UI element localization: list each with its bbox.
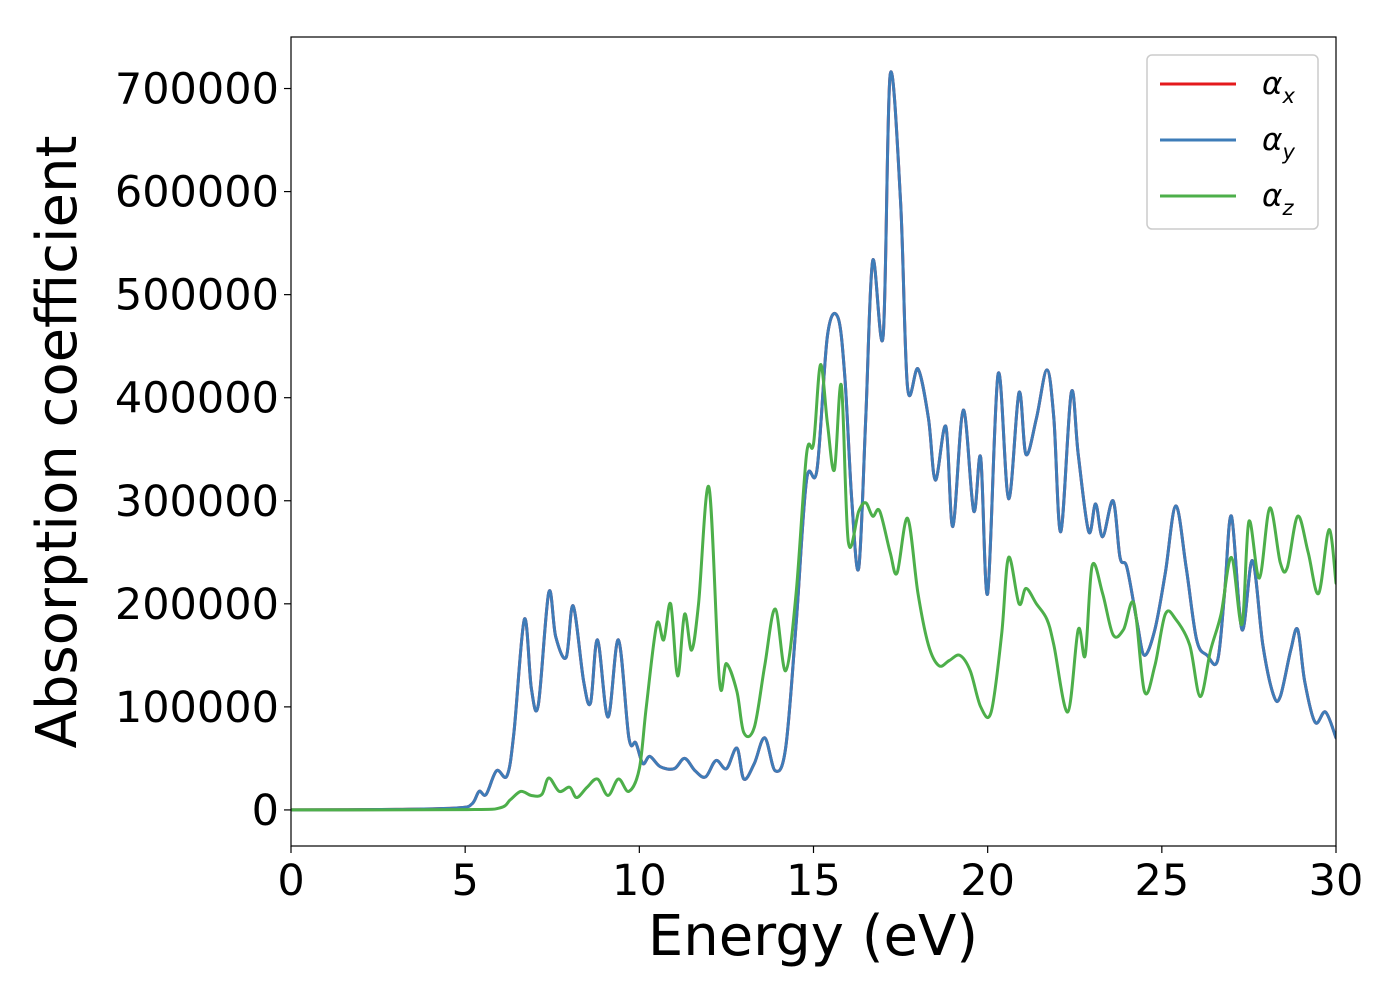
y-tick-label: 200000 — [115, 580, 279, 630]
series-line-y — [291, 70, 1336, 812]
legend-label-symbol: α — [1262, 122, 1282, 158]
y-tick-label: 600000 — [115, 168, 279, 218]
x-tick-label: 30 — [1309, 856, 1364, 906]
series-line-z — [291, 363, 1336, 812]
legend-label-symbol: α — [1262, 66, 1282, 102]
legend-box — [1146, 54, 1319, 230]
y-tick-label: 500000 — [115, 271, 279, 321]
series-layer — [291, 70, 1336, 812]
legend-label-symbol: α — [1262, 178, 1282, 214]
y-tick-label: 100000 — [115, 683, 279, 733]
x-tick-label: 25 — [1134, 856, 1189, 906]
x-axis-label: Energy (eV) — [648, 904, 978, 969]
y-tick-label: 0 — [252, 786, 279, 836]
y-tick-label: 400000 — [115, 374, 279, 424]
x-tick-label: 20 — [960, 856, 1015, 906]
x-tick-label: 15 — [786, 856, 841, 906]
legend-label-y: αy — [1262, 122, 1295, 164]
legend-label-x: αx — [1262, 66, 1295, 108]
legend-label-subscript: x — [1281, 84, 1295, 108]
y-tick-label: 700000 — [115, 65, 279, 115]
y-tick-label: 300000 — [115, 477, 279, 527]
x-axis: 0 5 10 15 20 25 30 — [277, 846, 1363, 906]
y-axis: 0 100000 200000 300000 400000 500000 600000 700… — [115, 65, 291, 836]
y-axis-label: Absorption coefficient — [25, 136, 90, 749]
x-tick-label: 0 — [277, 856, 304, 906]
legend-label-z: αz — [1262, 178, 1294, 220]
x-tick-label: 5 — [451, 856, 478, 906]
x-tick-label: 10 — [612, 856, 667, 906]
legend-label-subscript: z — [1281, 196, 1294, 220]
legend-label-subscript: y — [1281, 140, 1295, 164]
